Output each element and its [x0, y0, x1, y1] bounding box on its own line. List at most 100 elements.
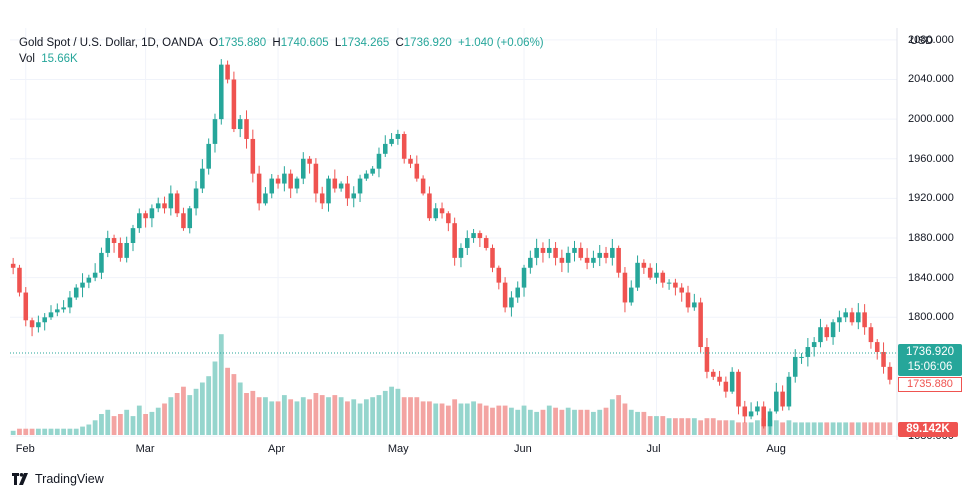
candle-body: [483, 238, 489, 248]
candle-body: [729, 371, 735, 392]
volume-bar: [824, 422, 830, 435]
volume-bar: [483, 405, 489, 435]
candle-body: [219, 64, 224, 120]
volume-bar: [742, 422, 748, 435]
volume-bar: [313, 393, 319, 435]
volume-bar: [527, 409, 533, 435]
candle-body: [811, 342, 817, 348]
candle-body: [275, 178, 281, 184]
candle-body: [231, 79, 237, 130]
candle-body: [86, 277, 92, 283]
volume-tag: 89.142K: [898, 422, 958, 437]
open-value: 1735.880: [218, 37, 267, 49]
volume-bar: [35, 428, 41, 435]
time-tick-label: Feb: [15, 443, 35, 455]
candle-body: [225, 64, 230, 80]
candle-body: [616, 247, 621, 273]
volume-bar: [395, 388, 401, 435]
volume-bar: [143, 414, 149, 435]
candle-body: [710, 371, 716, 377]
close-label: C: [395, 37, 404, 49]
candle-body: [370, 168, 375, 174]
candle-body: [383, 143, 388, 154]
candle-body: [572, 247, 577, 253]
countdown-value: 15:06:06: [907, 361, 953, 373]
volume-bar: [458, 403, 464, 435]
candle-body: [332, 178, 338, 189]
currency-label[interactable]: USD: [910, 35, 934, 47]
volume-bar: [218, 334, 224, 435]
volume-bar: [294, 401, 300, 435]
candle-body: [578, 247, 584, 258]
tradingview-logo[interactable]: TradingView: [12, 472, 104, 486]
price-tick-label: 1960.000: [908, 152, 954, 165]
volume-bar: [496, 405, 502, 435]
volume-bar: [319, 395, 325, 435]
candle-body: [124, 242, 129, 258]
candle-body: [849, 312, 855, 323]
volume-bar: [67, 428, 73, 435]
volume-bar: [250, 390, 256, 435]
candle-body: [155, 203, 161, 209]
candle-body: [395, 133, 401, 139]
volume-bar: [155, 407, 161, 435]
volume-bar: [609, 399, 615, 435]
candle-body: [364, 173, 369, 179]
candle-body: [414, 163, 420, 179]
candle-body: [92, 272, 98, 278]
candle-body: [559, 257, 565, 263]
volume-bar: [345, 401, 350, 435]
candle-body: [111, 238, 117, 243]
volume-bars: [10, 334, 893, 435]
candle-body: [36, 322, 41, 328]
volume-bar: [357, 403, 363, 435]
volume-bar: [546, 405, 552, 435]
candle-body: [244, 119, 249, 139]
candle-body: [654, 272, 659, 278]
volume-bar: [338, 397, 344, 435]
volume-bar: [111, 416, 117, 435]
volume-bar: [603, 407, 609, 435]
candle-body: [685, 292, 691, 308]
high-value: 1740.605: [280, 37, 329, 49]
candle-body: [792, 356, 798, 377]
volume-bar: [54, 428, 60, 435]
volume-bar: [10, 430, 16, 435]
candle-body: [837, 317, 842, 323]
volume-bar: [521, 405, 527, 435]
volume-bar: [17, 428, 22, 435]
candle-body: [597, 252, 602, 258]
volume-bar: [553, 407, 558, 435]
candle-body: [288, 173, 293, 189]
candle-body: [17, 267, 22, 293]
candle-body: [856, 312, 861, 323]
candle-body: [338, 183, 344, 189]
volume-bar: [332, 395, 338, 435]
volume-bar: [351, 399, 357, 435]
volume-bar: [515, 409, 521, 435]
ohlc-row: Gold Spot / U.S. Dollar, 1D, OANDA O1735…: [19, 35, 547, 51]
volume-bar: [288, 399, 294, 435]
volume-bar: [628, 409, 634, 435]
candle-body: [477, 233, 483, 239]
candle-body: [818, 327, 823, 343]
candle-body: [628, 287, 634, 303]
symbol-title[interactable]: Gold Spot / U.S. Dollar, 1D, OANDA: [19, 37, 204, 49]
volume-bar: [691, 418, 697, 435]
candle-body: [887, 366, 893, 380]
candle-body: [181, 213, 186, 229]
volume-bar: [389, 386, 394, 435]
candle-body: [534, 247, 539, 258]
volume-bar: [622, 403, 628, 435]
volume-bar: [849, 422, 855, 435]
volume-bar: [420, 401, 426, 435]
volume-bar: [792, 422, 798, 435]
candle-body: [603, 252, 609, 258]
volume-bar: [818, 422, 823, 435]
volume-bar: [635, 411, 640, 435]
volume-label[interactable]: Vol: [19, 53, 35, 65]
candle-body: [326, 178, 331, 204]
volume-bar: [231, 374, 237, 435]
volume-bar: [61, 428, 67, 435]
